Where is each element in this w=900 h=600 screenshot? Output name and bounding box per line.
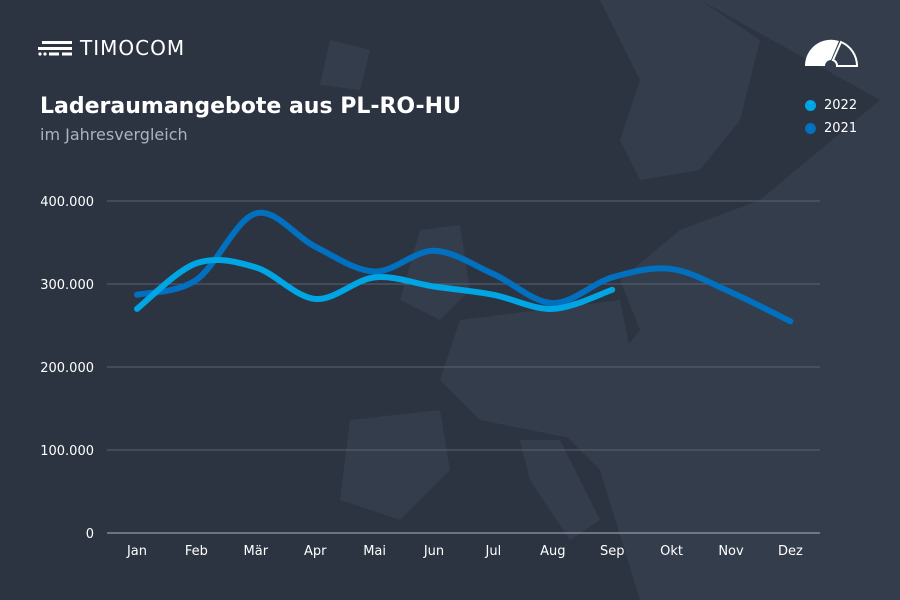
x-tick-label: Feb bbox=[185, 544, 208, 559]
x-tick-label: Nov bbox=[718, 544, 744, 559]
x-tick-label: Jun bbox=[423, 544, 444, 559]
x-tick-label: Mär bbox=[244, 544, 269, 559]
page-title: Laderaumangebote aus PL-RO-HU bbox=[40, 94, 461, 119]
x-tick-label: Aug bbox=[540, 544, 565, 559]
logo-mark-icon bbox=[38, 41, 72, 56]
legend-swatch-2022 bbox=[805, 100, 816, 111]
x-tick-label: Jan bbox=[126, 544, 147, 559]
y-tick-label: 0 bbox=[86, 527, 94, 542]
brand-name: TIMOCOM bbox=[80, 36, 186, 60]
timocom-logo: TIMOCOM bbox=[38, 36, 185, 60]
x-tick-label: Sep bbox=[600, 544, 625, 559]
y-tick-label: 400.000 bbox=[40, 195, 94, 210]
legend-swatch-2021 bbox=[805, 123, 816, 134]
x-tick-label: Jul bbox=[485, 544, 502, 559]
legend-label: 2022 bbox=[824, 98, 858, 113]
legend-item-2022: 2022 bbox=[805, 94, 857, 117]
x-tick-label: Mai bbox=[363, 544, 386, 559]
x-tick-label: Okt bbox=[660, 544, 683, 559]
series-line-2022 bbox=[134, 256, 616, 312]
x-tick-label: Apr bbox=[304, 544, 327, 559]
y-tick-label: 100.000 bbox=[40, 444, 94, 459]
legend-item-2021: 2021 bbox=[805, 117, 857, 140]
page-subtitle: im Jahresvergleich bbox=[40, 125, 188, 144]
gauge-icon bbox=[804, 39, 859, 67]
y-tick-label: 200.000 bbox=[40, 361, 94, 376]
series-line-2021 bbox=[134, 209, 794, 325]
y-tick-label: 300.000 bbox=[40, 278, 94, 293]
legend-label: 2021 bbox=[824, 121, 858, 136]
chart-legend: 2022 2021 bbox=[805, 94, 857, 140]
x-tick-label: Dez bbox=[778, 544, 803, 559]
